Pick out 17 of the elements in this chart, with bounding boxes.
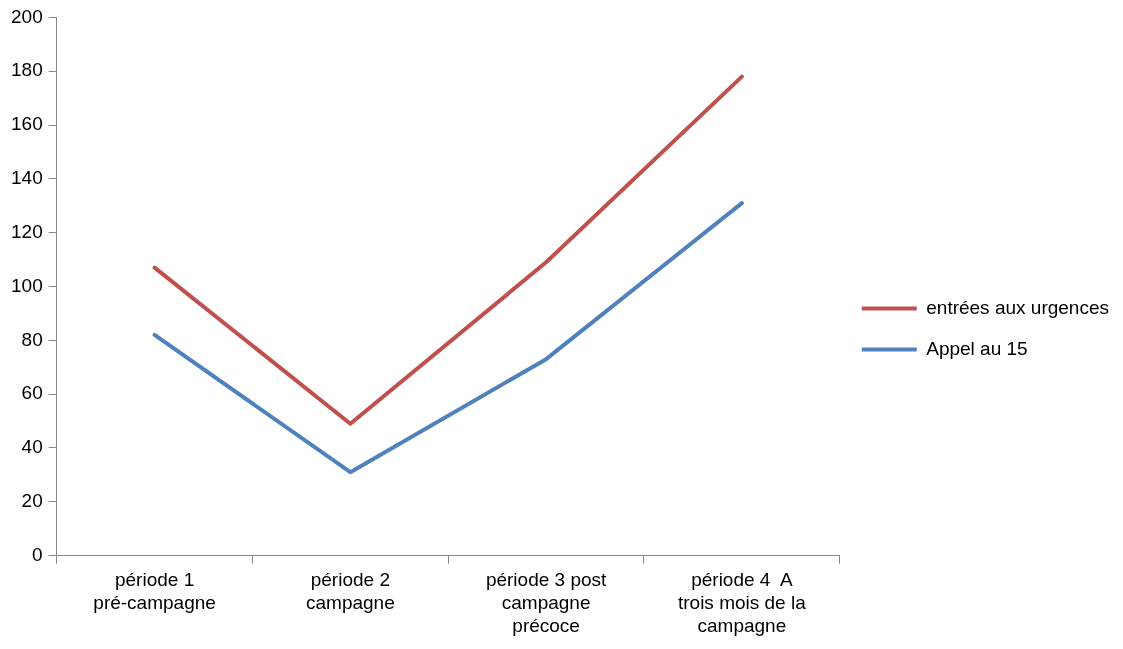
y-tick-label: 200 xyxy=(11,5,43,27)
y-tick-label: 40 xyxy=(21,436,43,458)
x-tick-label: période 3 post campagne précoce xyxy=(485,569,608,636)
legend-label: Appel au 15 xyxy=(926,337,1028,359)
y-tick-label: 120 xyxy=(11,220,43,242)
y-tick-label: 0 xyxy=(32,543,43,565)
x-tick-label: période 1 pré-campagne xyxy=(93,569,216,614)
y-tick-label: 60 xyxy=(21,382,43,404)
y-tick-label: 100 xyxy=(11,274,43,296)
y-tick-label: 180 xyxy=(11,59,43,81)
legend-label: entrées aux urgences xyxy=(926,296,1109,318)
y-tick-label: 140 xyxy=(11,167,43,189)
y-tick-label: 160 xyxy=(11,113,43,135)
x-tick-label: période 2 campagne xyxy=(305,569,395,614)
x-tick-label: période 4 A trois mois de la campagne xyxy=(677,569,807,636)
y-tick-label: 20 xyxy=(21,490,43,512)
y-tick-label: 80 xyxy=(21,328,43,350)
